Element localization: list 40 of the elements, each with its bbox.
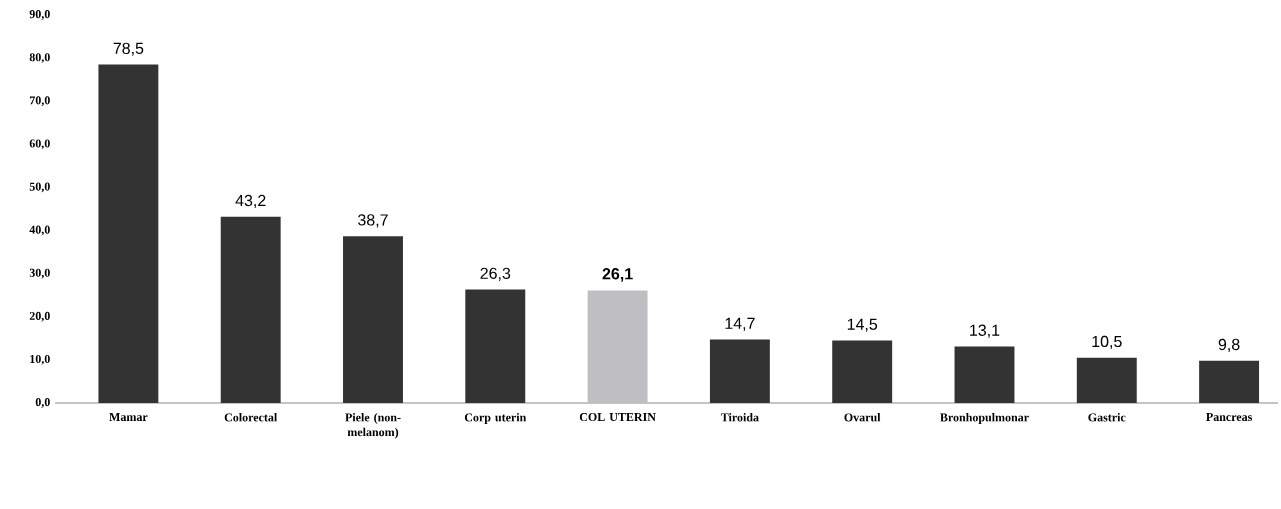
x-tick-label: COL UTERIN — [579, 413, 656, 422]
y-tick-label: 50,0 — [29, 182, 50, 193]
y-tick-label: 10,0 — [30, 354, 50, 365]
data-label: 14,7 — [725, 317, 755, 331]
x-tick-label: Ovarul — [844, 413, 881, 422]
x-tick-label: Bronhopulmonar — [940, 413, 1029, 424]
data-label: 9,8 — [1218, 338, 1240, 353]
data-label: 13,1 — [970, 324, 1000, 338]
y-tick-label: 90,0 — [29, 10, 50, 20]
data-label: 14,5 — [847, 318, 878, 332]
x-tick-label: Mamar — [109, 413, 148, 422]
bar — [343, 236, 403, 403]
y-tick-label: 80,0 — [29, 53, 50, 64]
x-tick-label: Pancreas — [1206, 413, 1253, 422]
bar — [954, 346, 1015, 403]
x-tick-label: Tiroida — [720, 413, 759, 422]
bar — [587, 290, 648, 403]
bar — [832, 340, 893, 403]
data-label: 38,7 — [358, 214, 388, 228]
data-label: 43,2 — [235, 194, 266, 209]
data-label: 26,1 — [602, 268, 633, 282]
bar — [1199, 360, 1260, 403]
y-tick-label: 60,0 — [29, 139, 50, 150]
x-tick-label: Colorectal — [224, 413, 278, 422]
bar — [465, 289, 526, 403]
y-tick-label: 40,0 — [29, 225, 50, 236]
y-tick-label: 30,0 — [29, 268, 50, 279]
data-label: 10,5 — [1092, 335, 1122, 350]
x-tick-label: Corp uterin — [464, 413, 527, 424]
x-tick-label: Gastric — [1088, 413, 1126, 422]
data-label: 26,3 — [480, 267, 511, 281]
bar — [98, 64, 159, 403]
y-tick-label: 20,0 — [29, 311, 50, 322]
y-tick-label: 70,0 — [29, 96, 50, 107]
x-tick-label: Piele (non-melanom) — [345, 413, 401, 439]
bar — [709, 339, 770, 403]
bar — [1076, 357, 1137, 403]
bar — [220, 216, 281, 403]
data-label: 78,5 — [113, 42, 144, 56]
y-tick-label: 0,0 — [35, 398, 50, 408]
